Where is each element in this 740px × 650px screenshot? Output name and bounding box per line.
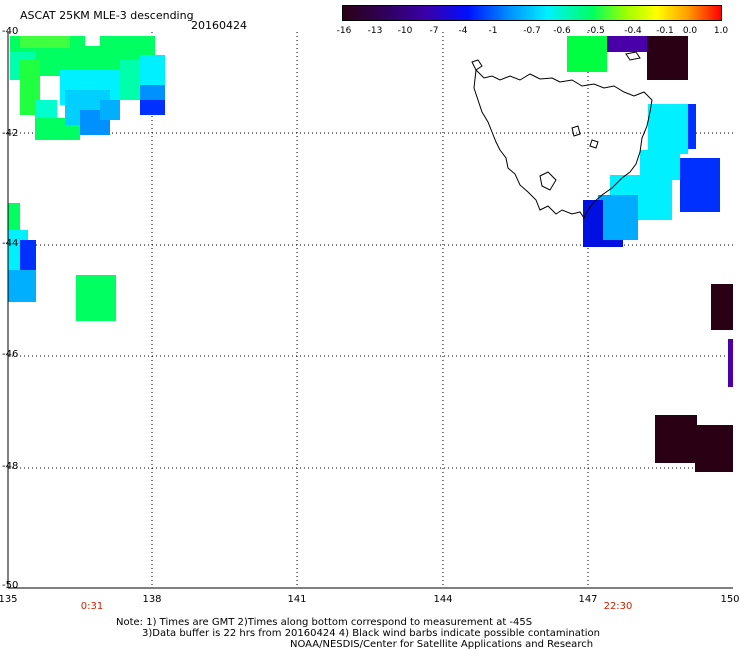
island-outline [471, 59, 483, 71]
data-swath-west [8, 203, 116, 321]
lon-label: 135 [0, 594, 18, 605]
data-swath-northwest [10, 36, 165, 140]
note-line-2: 3)Data buffer is 22 hrs from 20160424 4)… [142, 628, 600, 639]
lat-label: -46 [2, 349, 19, 360]
lat-label: -40 [2, 26, 19, 37]
colorbar-tick: -0.6 [553, 26, 571, 36]
time-label: 0:31 [80, 601, 104, 612]
tasmania-coastline [473, 68, 653, 219]
lat-label: -42 [2, 128, 19, 139]
colorbar-tick: -4 [458, 26, 468, 36]
island-outline [625, 51, 641, 61]
lon-label: 150 [720, 594, 740, 605]
time-label: 22:30 [603, 601, 633, 612]
lat-label: -48 [2, 461, 19, 472]
lon-label: 147 [578, 594, 598, 605]
colorbar-tick: -16 [336, 26, 352, 36]
island-outline [539, 171, 557, 191]
lon-label: 144 [433, 594, 453, 605]
colorbar [342, 5, 722, 21]
colorbar-tick: -10 [397, 26, 413, 36]
note-line-1: Note: 1) Times are GMT 2)Times along bot… [116, 617, 533, 628]
colorbar-tick: -0.1 [656, 26, 674, 36]
colorbar-tick: -7 [429, 26, 439, 36]
colorbar-tick: -13 [367, 26, 383, 36]
colorbar-tick: 1.0 [713, 26, 729, 36]
lat-label: -50 [2, 580, 19, 591]
colorbar-tick: 0.0 [682, 26, 698, 36]
map-date: 20160424 [191, 19, 247, 32]
colorbar-tick: -1 [488, 26, 498, 36]
colorbar-tick: -0.7 [523, 26, 541, 36]
colorbar-tick: -0.5 [587, 26, 605, 36]
lat-label: -44 [2, 238, 19, 249]
island-outline [571, 125, 581, 137]
map-title: ASCAT 25KM MLE-3 descending [20, 9, 194, 22]
axis-frame [7, 32, 733, 589]
island-outline [589, 139, 599, 149]
colorbar-tick: -0.4 [624, 26, 642, 36]
lon-label: 138 [142, 594, 162, 605]
lon-label: 141 [287, 594, 307, 605]
note-line-3: NOAA/NESDIS/Center for Satellite Applica… [290, 639, 594, 650]
data-swath-east [567, 36, 733, 472]
